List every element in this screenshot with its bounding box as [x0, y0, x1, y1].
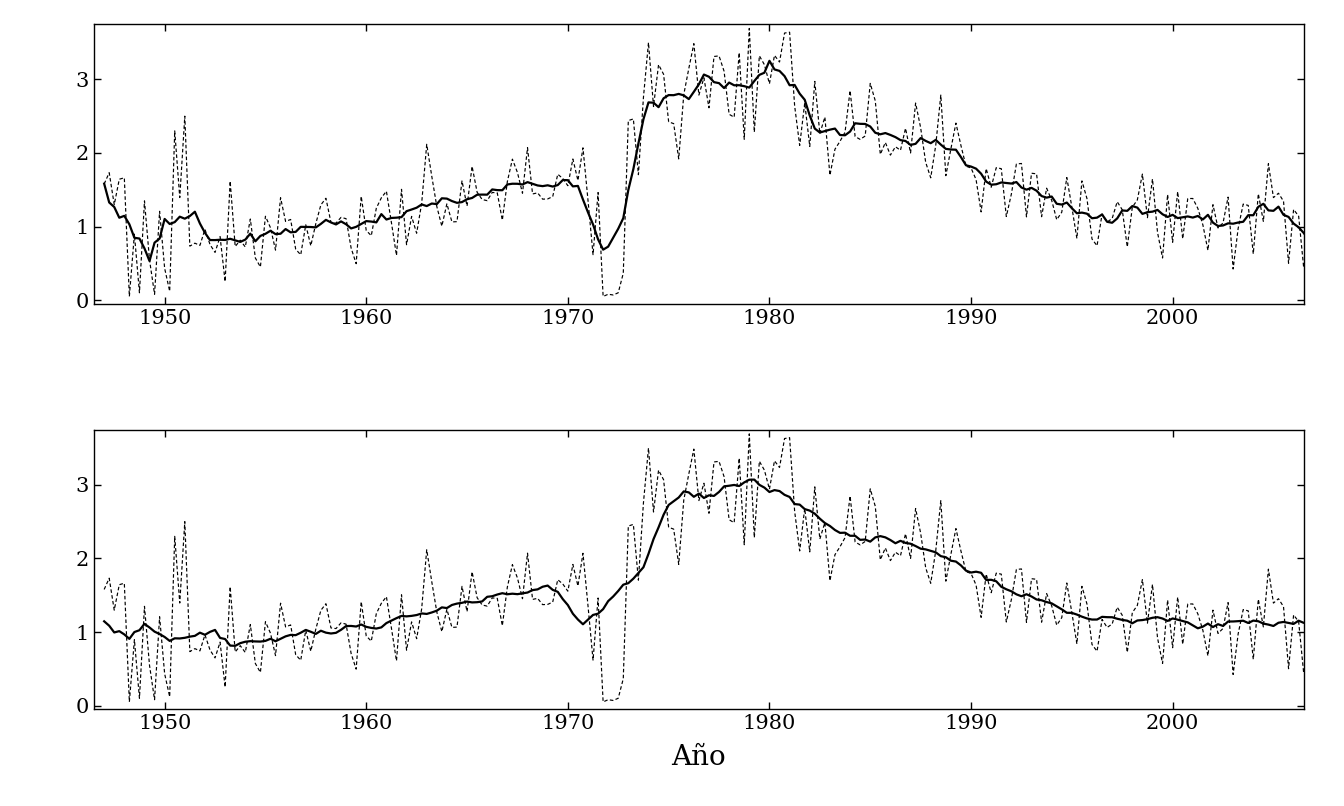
X-axis label: Año: Año	[672, 744, 726, 771]
